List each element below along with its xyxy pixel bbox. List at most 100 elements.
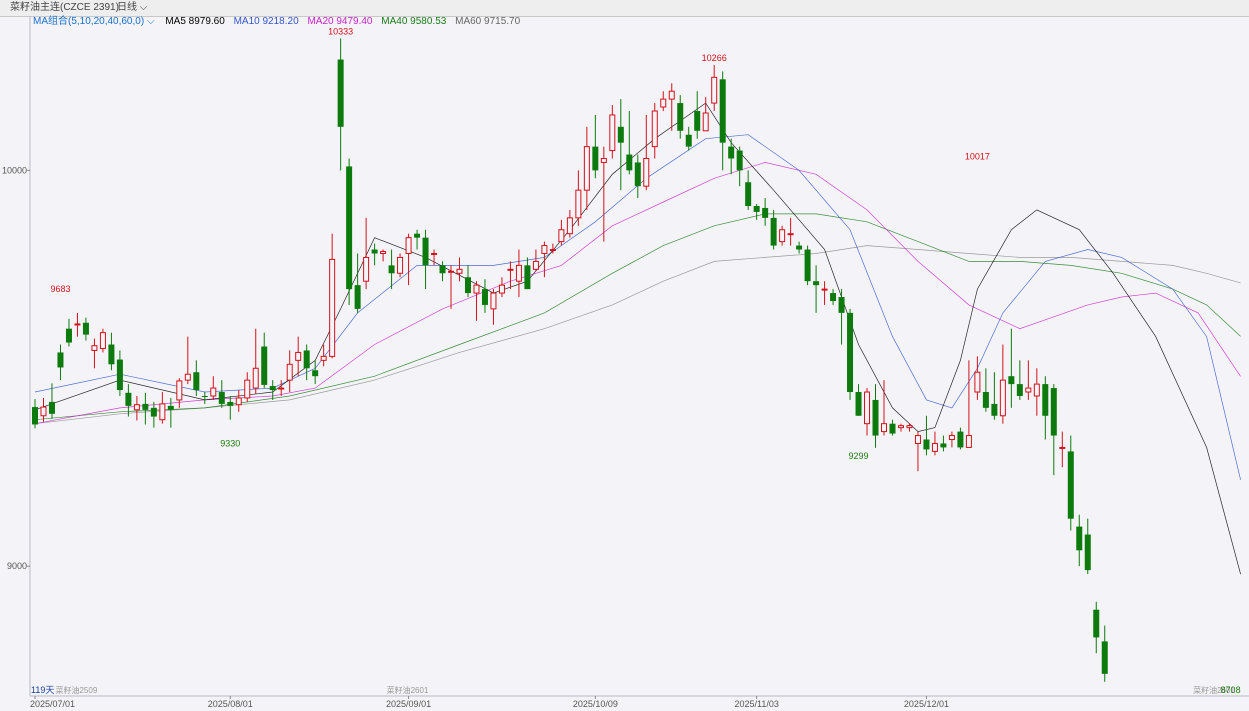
candle bbox=[719, 71, 726, 171]
candle-body bbox=[541, 245, 548, 254]
x-tick-label: 2025/10/09 bbox=[573, 699, 618, 709]
candle bbox=[660, 91, 667, 111]
candle bbox=[481, 279, 488, 313]
candle bbox=[278, 380, 285, 396]
candle bbox=[728, 138, 735, 175]
ma-selector[interactable]: MA组合(5,10,20,40,60,0) ⌵ bbox=[33, 16, 155, 27]
candle bbox=[150, 401, 157, 428]
candle bbox=[515, 249, 522, 298]
candle-body bbox=[575, 189, 582, 219]
candle bbox=[609, 105, 616, 159]
candle bbox=[532, 249, 539, 272]
ma60-label: MA60 9715.70 bbox=[455, 16, 521, 27]
candle bbox=[210, 376, 217, 400]
title-bar: 菜籽油主连(CZCE 2391) 日线 ⌵ bbox=[0, 0, 1249, 17]
candle bbox=[295, 336, 302, 377]
candle bbox=[583, 126, 590, 210]
candle-body bbox=[159, 403, 166, 421]
candle-body bbox=[711, 76, 718, 104]
candle-body bbox=[405, 237, 412, 254]
candle-body bbox=[218, 392, 225, 404]
candle bbox=[1025, 360, 1032, 400]
candle-body bbox=[1025, 387, 1032, 393]
candle-body bbox=[201, 395, 208, 397]
candle-body bbox=[473, 284, 480, 294]
candle bbox=[422, 229, 429, 290]
candle bbox=[74, 312, 81, 337]
ma10-label: MA10 9218.20 bbox=[233, 16, 299, 27]
candle-body bbox=[1050, 388, 1057, 436]
candle-body bbox=[125, 392, 132, 406]
candle bbox=[184, 336, 191, 385]
candle-body bbox=[728, 146, 735, 159]
candle bbox=[617, 99, 624, 191]
candle-body bbox=[150, 407, 157, 417]
candle-body bbox=[371, 249, 378, 254]
candle-body bbox=[244, 379, 251, 399]
candle-body bbox=[142, 403, 149, 410]
candle-body bbox=[312, 370, 319, 377]
contract-watermark: 菜籽油2601 bbox=[387, 685, 429, 695]
candle-body bbox=[91, 345, 98, 351]
candle-body bbox=[490, 292, 497, 310]
candle-body bbox=[1076, 526, 1083, 551]
candle bbox=[414, 229, 421, 250]
candle bbox=[694, 91, 701, 139]
candle-body bbox=[456, 268, 463, 274]
candle-body bbox=[762, 207, 769, 218]
candle-body bbox=[40, 406, 47, 417]
candle bbox=[1084, 518, 1091, 575]
candle-body bbox=[269, 386, 276, 391]
candle-body bbox=[431, 252, 438, 255]
candle bbox=[269, 380, 276, 400]
candle-body bbox=[464, 277, 471, 294]
period-selector[interactable]: 日线 ⌵ bbox=[117, 2, 148, 13]
candle-body bbox=[592, 146, 599, 171]
candle bbox=[431, 249, 438, 266]
candle-body bbox=[380, 251, 387, 254]
candle-body bbox=[295, 351, 302, 361]
x-tick-label: 2025/12/01 bbox=[904, 699, 949, 709]
candle bbox=[507, 261, 514, 290]
candlestick-chart[interactable]: 10000 9000 2025/07/01 2025/08/01 2025/09/01 2… bbox=[0, 16, 1249, 711]
candle-body bbox=[719, 79, 726, 143]
candle-body bbox=[948, 435, 955, 441]
candle bbox=[448, 265, 455, 309]
candle-body bbox=[32, 407, 38, 425]
high-price-label: 10266 bbox=[702, 53, 727, 63]
x-tick-label: 2025/11/03 bbox=[734, 699, 778, 709]
x-tick-label: 2025/07/01 bbox=[30, 699, 75, 709]
candle-body bbox=[660, 98, 667, 108]
candle-body bbox=[889, 423, 896, 434]
candle bbox=[405, 233, 412, 286]
candle bbox=[397, 253, 404, 278]
candle-body bbox=[566, 217, 573, 235]
candle bbox=[193, 360, 200, 396]
candle bbox=[779, 225, 786, 246]
candle-body bbox=[261, 346, 268, 385]
candle bbox=[677, 95, 684, 139]
ma5-label: MA5 8979.60 bbox=[165, 16, 225, 27]
candle-body bbox=[184, 373, 191, 381]
high-price-label: 9683 bbox=[50, 284, 70, 294]
candle bbox=[524, 257, 531, 290]
candle bbox=[804, 245, 811, 286]
candle bbox=[923, 415, 930, 456]
candle bbox=[965, 360, 972, 448]
candle-body bbox=[855, 392, 862, 416]
candle bbox=[702, 97, 709, 132]
candle-body bbox=[397, 256, 404, 274]
candle-body bbox=[685, 134, 692, 147]
candle bbox=[770, 209, 777, 250]
candle bbox=[787, 217, 794, 246]
candle bbox=[685, 126, 692, 151]
candle bbox=[99, 328, 106, 353]
candle bbox=[957, 427, 964, 450]
candle bbox=[796, 241, 803, 254]
candle bbox=[651, 103, 658, 159]
y-tick-label: 9000 bbox=[7, 561, 27, 571]
candle-body bbox=[167, 405, 174, 410]
high-price-label: 10333 bbox=[328, 27, 353, 37]
x-tick-label: 2025/09/01 bbox=[386, 699, 431, 709]
candle bbox=[906, 423, 913, 432]
